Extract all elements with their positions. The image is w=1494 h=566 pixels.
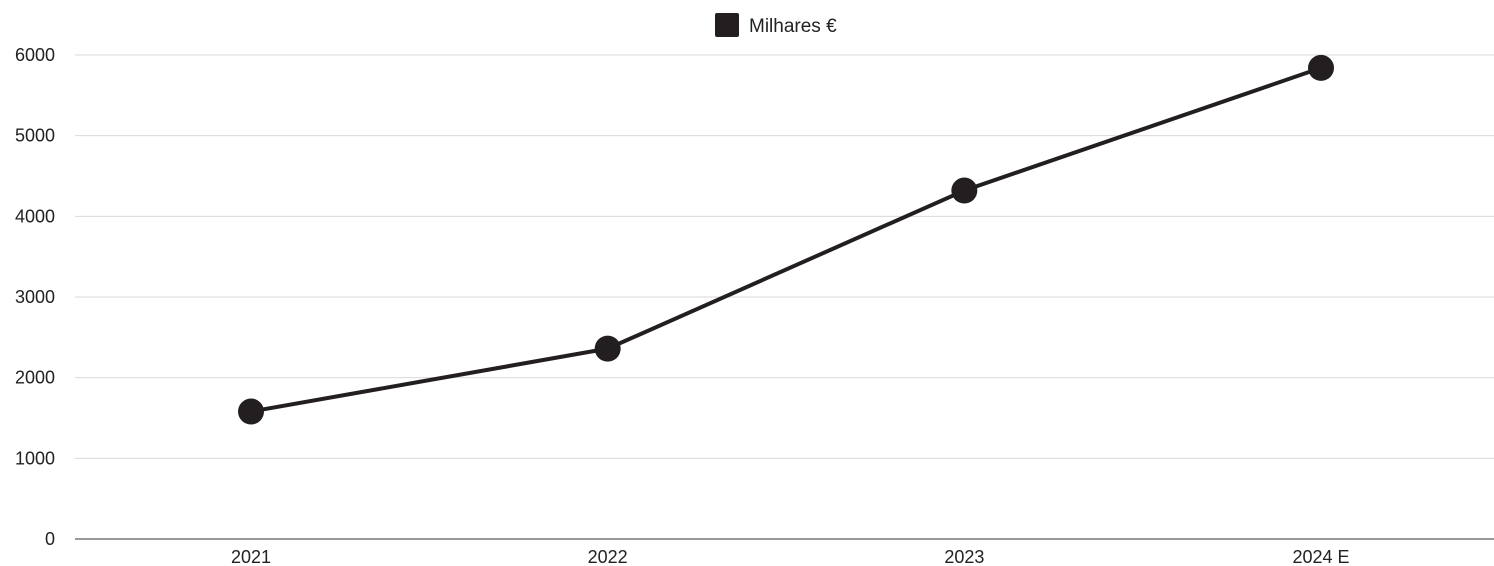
data-point bbox=[594, 335, 621, 362]
y-tick-label: 5000 bbox=[15, 126, 55, 146]
x-axis: 2021 2022 2023 2024 E bbox=[75, 538, 1494, 566]
x-tick-label: 2022 bbox=[588, 547, 628, 566]
y-axis: 0 1000 2000 3000 4000 5000 6000 bbox=[15, 45, 55, 549]
y-tick-label: 6000 bbox=[15, 45, 55, 65]
legend: Milhares € bbox=[715, 13, 837, 37]
x-tick-label: 2024 E bbox=[1292, 547, 1349, 566]
data-point bbox=[238, 398, 264, 425]
series-line bbox=[249, 65, 1324, 414]
x-tick-label: 2023 bbox=[944, 547, 984, 566]
y-tick-label: 3000 bbox=[15, 287, 55, 307]
gridlines bbox=[75, 54, 1494, 459]
data-point bbox=[951, 177, 978, 204]
x-tick-label: 2021 bbox=[231, 547, 271, 566]
y-tick-label: 2000 bbox=[15, 368, 55, 388]
y-tick-label: 0 bbox=[45, 529, 55, 549]
legend-swatch bbox=[715, 13, 739, 37]
y-tick-label: 4000 bbox=[15, 206, 55, 226]
series-milhares bbox=[238, 54, 1335, 425]
data-point bbox=[1308, 54, 1335, 81]
y-tick-label: 1000 bbox=[15, 448, 55, 468]
legend-label: Milhares € bbox=[749, 16, 837, 37]
